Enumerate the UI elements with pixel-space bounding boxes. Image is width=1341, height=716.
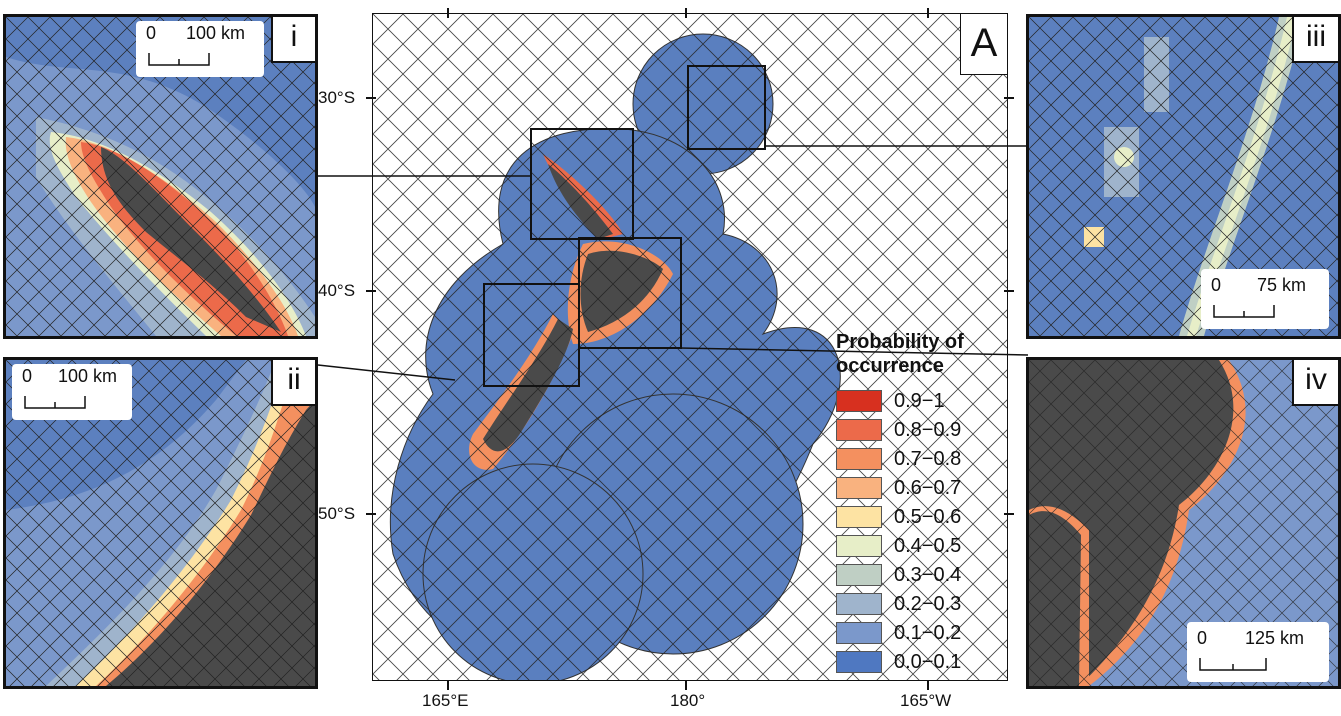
legend-swatch xyxy=(836,390,882,412)
inset-panel-i: i 0 100 km xyxy=(3,14,318,339)
main-map-label: A xyxy=(960,14,1007,75)
legend-swatch xyxy=(836,564,882,586)
legend-swatch xyxy=(836,506,882,528)
inset-label-iv: iv xyxy=(1292,360,1338,406)
legend-label: 0.6−0.7 xyxy=(894,477,962,499)
inset-panel-iii: iii 0 75 km xyxy=(1026,14,1341,339)
lat-tick-30s: 30°S xyxy=(318,88,356,107)
main-map-frame: A xyxy=(372,13,1008,681)
legend-label: 0.7−0.8 xyxy=(894,448,962,470)
scale-zero-iv: 0 xyxy=(1197,628,1208,648)
legend-label: 0.4−0.5 xyxy=(894,535,962,557)
legend-swatch xyxy=(836,448,882,470)
lon-tick-180: 180° xyxy=(670,691,706,710)
legend-label: 0.2−0.3 xyxy=(894,593,962,615)
legend-swatch xyxy=(836,651,882,673)
legend-label: 0.0−0.1 xyxy=(894,651,962,673)
scale-zero-i: 0 xyxy=(146,23,157,43)
legend-swatch xyxy=(836,477,882,499)
legend-swatch xyxy=(836,535,882,557)
inset-label-ii: ii xyxy=(271,360,315,406)
legend-label: 0.1−0.2 xyxy=(894,622,962,644)
legend-item: 0.7−0.8 xyxy=(836,446,996,474)
legend-item: 0.3−0.4 xyxy=(836,562,996,590)
legend-label: 0.8−0.9 xyxy=(894,419,962,441)
inset-label-iii: iii xyxy=(1292,17,1338,63)
lat-tick-40s: 40°S xyxy=(318,281,356,300)
lon-tick-165w: 165°W xyxy=(900,691,952,710)
legend-item: 0.8−0.9 xyxy=(836,417,996,445)
legend-swatch xyxy=(836,419,882,441)
legend-item: 0.2−0.3 xyxy=(836,591,996,619)
legend: Probability of occurrence 0.9−1 0.8−0.9 0.… xyxy=(833,330,1003,680)
lat-tick-50s: 50°S xyxy=(318,504,356,523)
legend-item: 0.6−0.7 xyxy=(836,475,996,503)
scale-bar-i: 0 100 km xyxy=(136,21,264,77)
lon-tick-165e: 165°E xyxy=(422,691,469,710)
scale-end-iii: 75 km xyxy=(1257,275,1307,295)
legend-swatch xyxy=(836,622,882,644)
scale-bar-ii: 0 100 km xyxy=(12,364,132,420)
legend-item: 0.1−0.2 xyxy=(836,620,996,648)
legend-item: 0.0−0.1 xyxy=(836,649,996,677)
scale-bar-iv: 0 125 km xyxy=(1187,622,1329,682)
inset-panel-iv: iv 0 125 km xyxy=(1026,357,1341,689)
legend-item: 0.4−0.5 xyxy=(836,533,996,561)
legend-swatch xyxy=(836,593,882,615)
scale-end-i: 100 km xyxy=(186,23,246,43)
main-map xyxy=(373,14,1007,680)
inset-label-i: i xyxy=(271,17,315,63)
legend-title-line1: Probability of xyxy=(836,331,964,353)
legend-label: 0.3−0.4 xyxy=(894,564,962,586)
legend-item: 0.5−0.6 xyxy=(836,504,996,532)
scale-zero-ii: 0 xyxy=(22,366,33,386)
scale-bar-iii: 0 75 km xyxy=(1201,269,1329,329)
legend-title-line2: occurrence xyxy=(836,355,944,377)
legend-label: 0.9−1 xyxy=(894,390,945,412)
scale-end-ii: 100 km xyxy=(58,366,118,386)
scale-end-iv: 125 km xyxy=(1245,628,1305,648)
inset-panel-ii: ii 0 100 km xyxy=(3,357,318,689)
scale-zero-iii: 0 xyxy=(1211,275,1222,295)
legend-item: 0.9−1 xyxy=(836,388,996,416)
legend-label: 0.5−0.6 xyxy=(894,506,962,528)
